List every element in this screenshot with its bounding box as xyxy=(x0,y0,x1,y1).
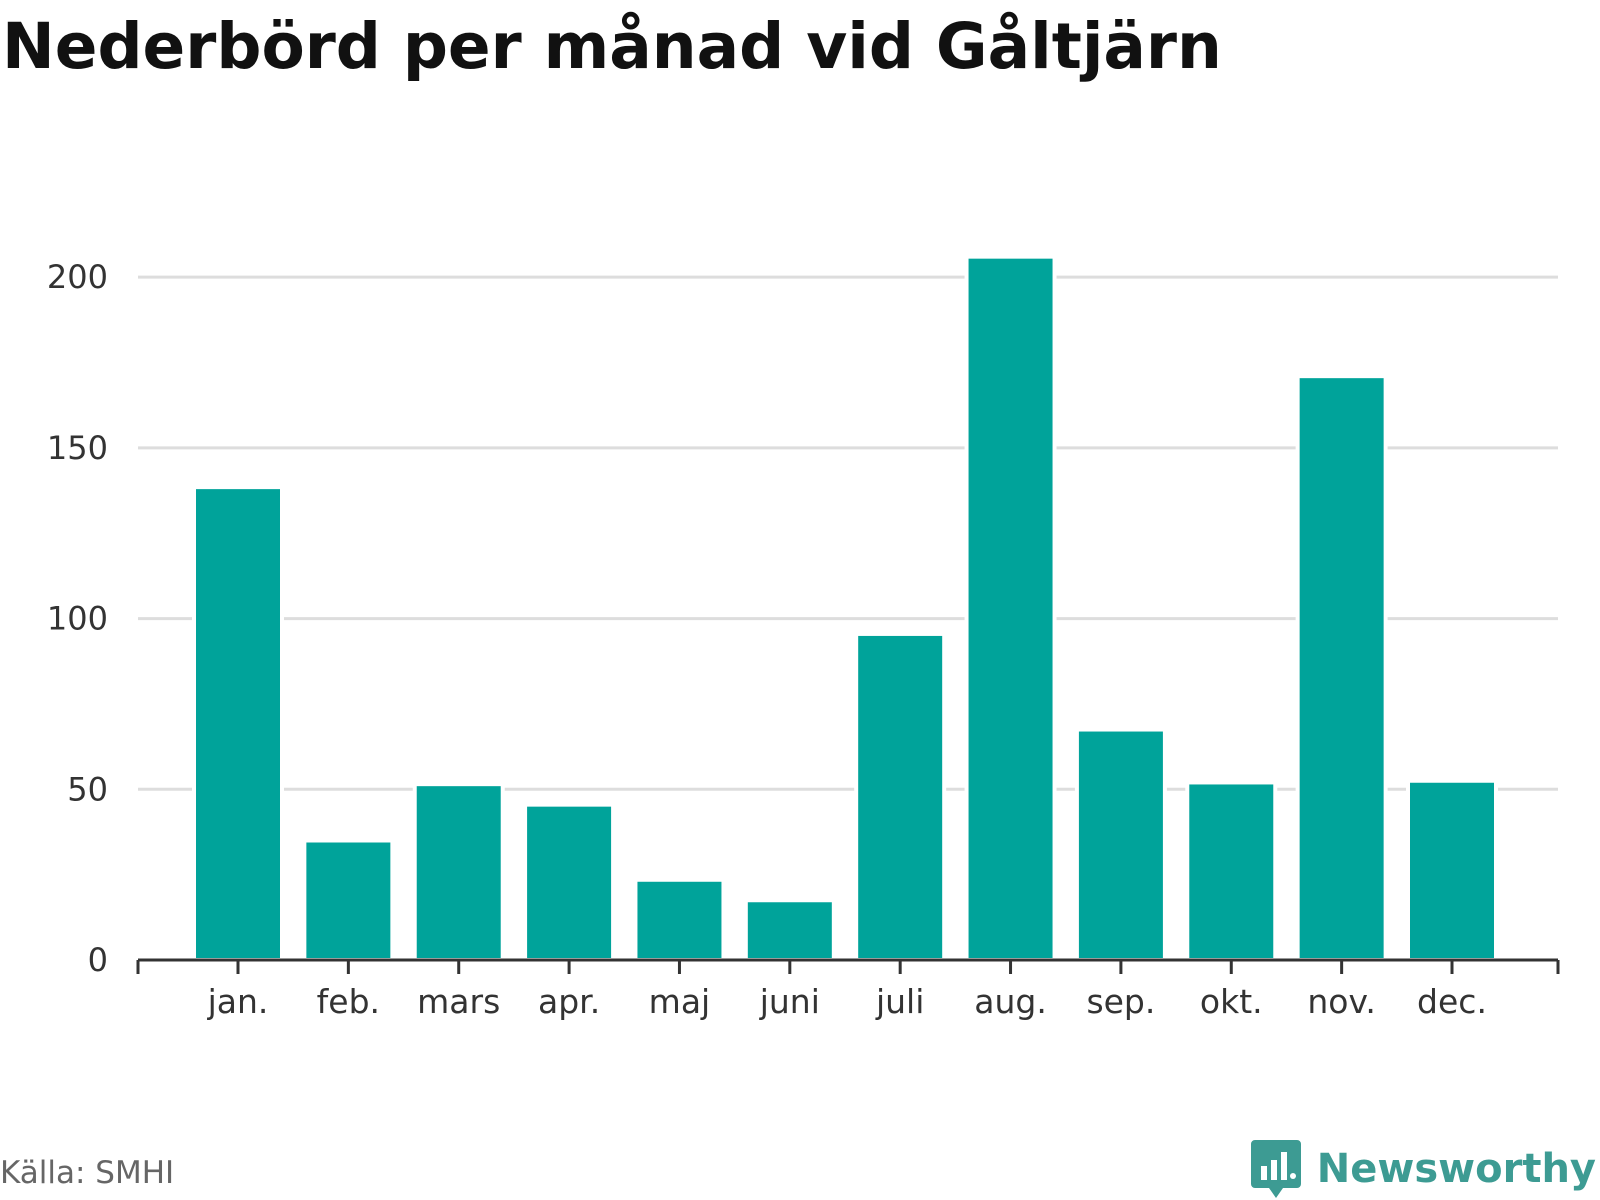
bar-0 xyxy=(192,485,284,962)
bar-4 xyxy=(633,877,726,962)
x-tick-label: jan. xyxy=(207,982,269,1021)
bar-8 xyxy=(1074,727,1167,962)
y-tick-label: 100 xyxy=(47,600,108,638)
x-tick-label: feb. xyxy=(317,982,380,1021)
source-note: Källa: SMHI xyxy=(0,1155,175,1191)
x-tick-label: apr. xyxy=(538,982,600,1021)
x-tick-label: maj xyxy=(649,982,711,1021)
y-tick-label: 0 xyxy=(88,941,108,979)
x-tick-label: okt. xyxy=(1200,982,1263,1021)
bar-10 xyxy=(1295,374,1388,962)
y-tick-label: 150 xyxy=(47,429,108,467)
bar-6 xyxy=(854,631,947,963)
x-tick-label: aug. xyxy=(974,982,1047,1021)
bar-11 xyxy=(1406,778,1498,962)
x-tick-label: sep. xyxy=(1086,982,1155,1021)
x-axis: jan. feb. mars apr. maj juni juli aug. sep. okt. n… xyxy=(136,958,1560,1021)
bar-3 xyxy=(523,802,616,963)
y-tick-label: 50 xyxy=(67,770,108,808)
brand-logo[interactable]: Newsworthy xyxy=(1250,1140,1596,1198)
newsworthy-icon xyxy=(1250,1140,1301,1198)
bars xyxy=(192,254,1498,963)
x-tick-label: dec. xyxy=(1417,982,1487,1021)
x-tick-label: juli xyxy=(875,982,924,1021)
bar-9 xyxy=(1185,780,1278,963)
bar-1 xyxy=(302,838,395,962)
bar-7 xyxy=(964,254,1057,962)
brand-name: Newsworthy xyxy=(1316,1146,1596,1192)
x-tick-label: juni xyxy=(759,982,820,1021)
bar-5 xyxy=(743,898,836,962)
bar-2 xyxy=(412,782,505,963)
y-tick-label: 200 xyxy=(47,258,108,296)
chart-title: Nederbörd per månad vid Gåltjärn xyxy=(2,10,1222,83)
x-tick-label: nov. xyxy=(1307,982,1376,1021)
x-tick-label: mars xyxy=(417,982,500,1021)
y-axis-labels: 0 50 100 150 200 xyxy=(47,258,108,979)
